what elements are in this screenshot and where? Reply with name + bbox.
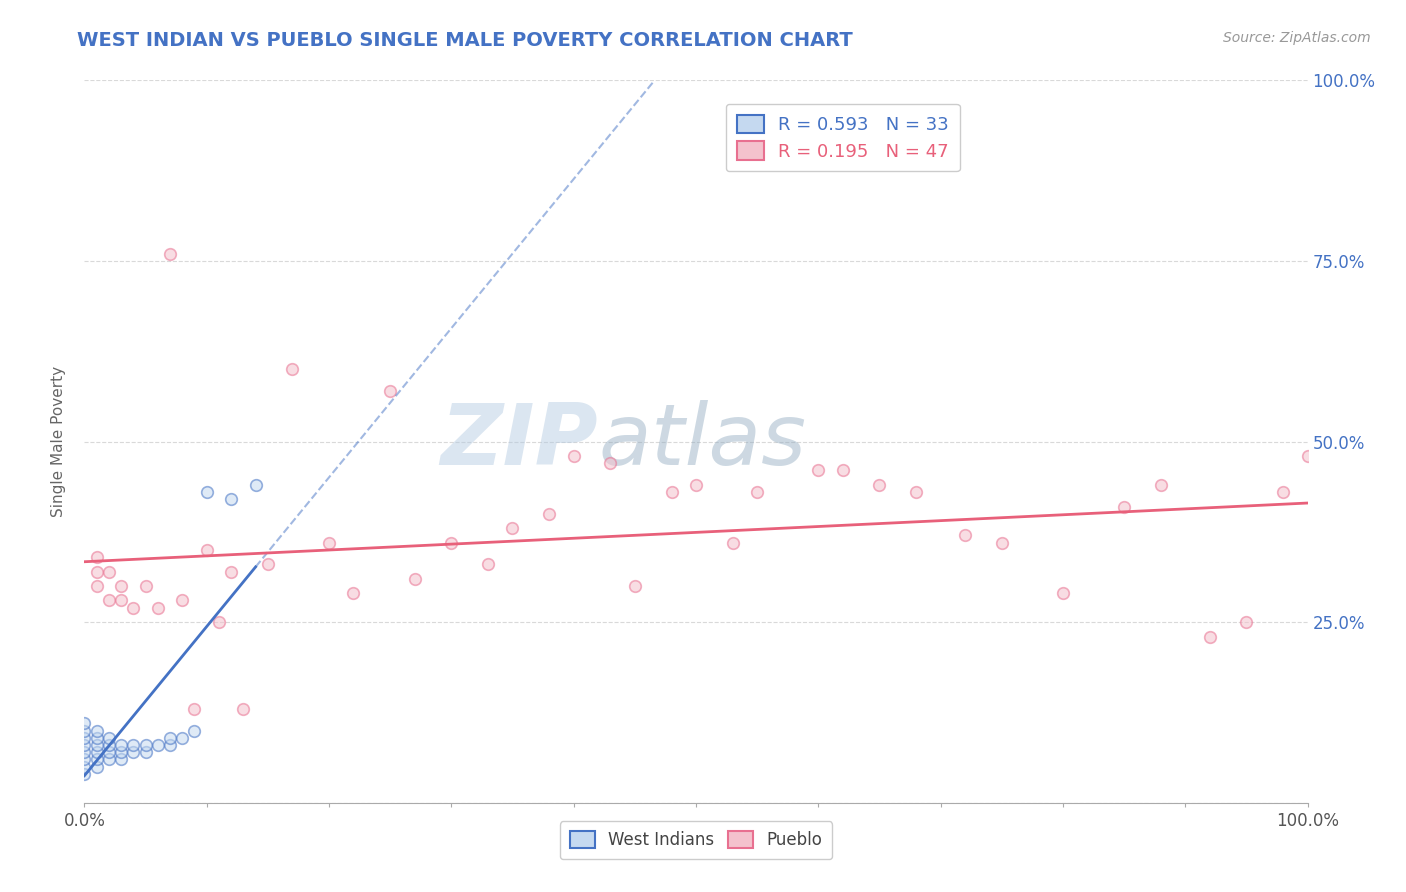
Point (219, 565, 242, 579)
Point (502, 521, 524, 535)
Point (1198, 630, 1220, 644)
Point (110, 579, 132, 593)
Point (624, 579, 647, 593)
Point (135, 738, 157, 752)
Point (905, 485, 928, 500)
Point (73, 760, 96, 774)
Legend: West Indians, Pueblo: West Indians, Pueblo (560, 822, 832, 860)
Point (86, 565, 108, 579)
Point (86, 752, 108, 766)
Point (183, 723, 205, 738)
Point (97, 738, 120, 752)
Point (73, 738, 96, 752)
Point (135, 745, 157, 759)
Point (1052, 586, 1074, 600)
Point (747, 485, 769, 500)
Point (1296, 449, 1319, 463)
Point (562, 449, 585, 463)
Y-axis label: Single Male Poverty: Single Male Poverty (51, 366, 66, 517)
Point (477, 558, 499, 572)
Text: WEST INDIAN VS PUEBLO SINGLE MALE POVERTY CORRELATION CHART: WEST INDIAN VS PUEBLO SINGLE MALE POVERT… (77, 31, 853, 50)
Point (661, 485, 683, 500)
Point (219, 492, 242, 507)
Point (807, 463, 830, 477)
Point (1272, 485, 1295, 500)
Point (159, 738, 181, 752)
Point (380, 384, 402, 398)
Point (1150, 478, 1173, 492)
Point (172, 731, 194, 745)
Point (73, 723, 96, 738)
Text: Source: ZipAtlas.com: Source: ZipAtlas.com (1223, 31, 1371, 45)
Point (86, 731, 108, 745)
Text: atlas: atlas (598, 400, 806, 483)
Point (159, 246, 181, 260)
Point (110, 593, 132, 607)
Point (86, 723, 108, 738)
Point (135, 579, 157, 593)
Point (685, 478, 707, 492)
Point (1236, 615, 1258, 630)
Point (195, 542, 218, 557)
Point (122, 600, 145, 615)
Text: ZIP: ZIP (440, 400, 598, 483)
Point (146, 738, 169, 752)
Point (86, 760, 108, 774)
Point (281, 362, 304, 376)
Point (97, 731, 120, 745)
Point (195, 485, 218, 500)
Point (172, 593, 194, 607)
Point (86, 745, 108, 759)
Point (318, 535, 340, 549)
Point (86, 738, 108, 752)
Point (245, 478, 267, 492)
Point (1114, 500, 1136, 514)
Point (110, 752, 132, 766)
Point (97, 565, 120, 579)
Point (86, 579, 108, 593)
Point (86, 550, 108, 565)
Point (110, 745, 132, 759)
Point (869, 478, 891, 492)
Point (146, 600, 169, 615)
Point (440, 535, 463, 549)
Point (122, 745, 145, 759)
Point (110, 738, 132, 752)
Point (208, 615, 231, 630)
Point (159, 731, 181, 745)
Point (257, 558, 280, 572)
Point (538, 507, 561, 521)
Point (97, 752, 120, 766)
Point (953, 528, 976, 542)
Point (73, 731, 96, 745)
Point (97, 745, 120, 759)
Point (721, 535, 744, 549)
Point (73, 767, 96, 781)
Point (73, 716, 96, 731)
Point (831, 463, 853, 477)
Point (183, 702, 205, 716)
Point (122, 738, 145, 752)
Point (404, 572, 426, 586)
Point (97, 593, 120, 607)
Point (599, 456, 621, 470)
Point (73, 752, 96, 766)
Point (342, 586, 364, 600)
Point (232, 702, 254, 716)
Point (73, 745, 96, 759)
Point (991, 535, 1014, 549)
